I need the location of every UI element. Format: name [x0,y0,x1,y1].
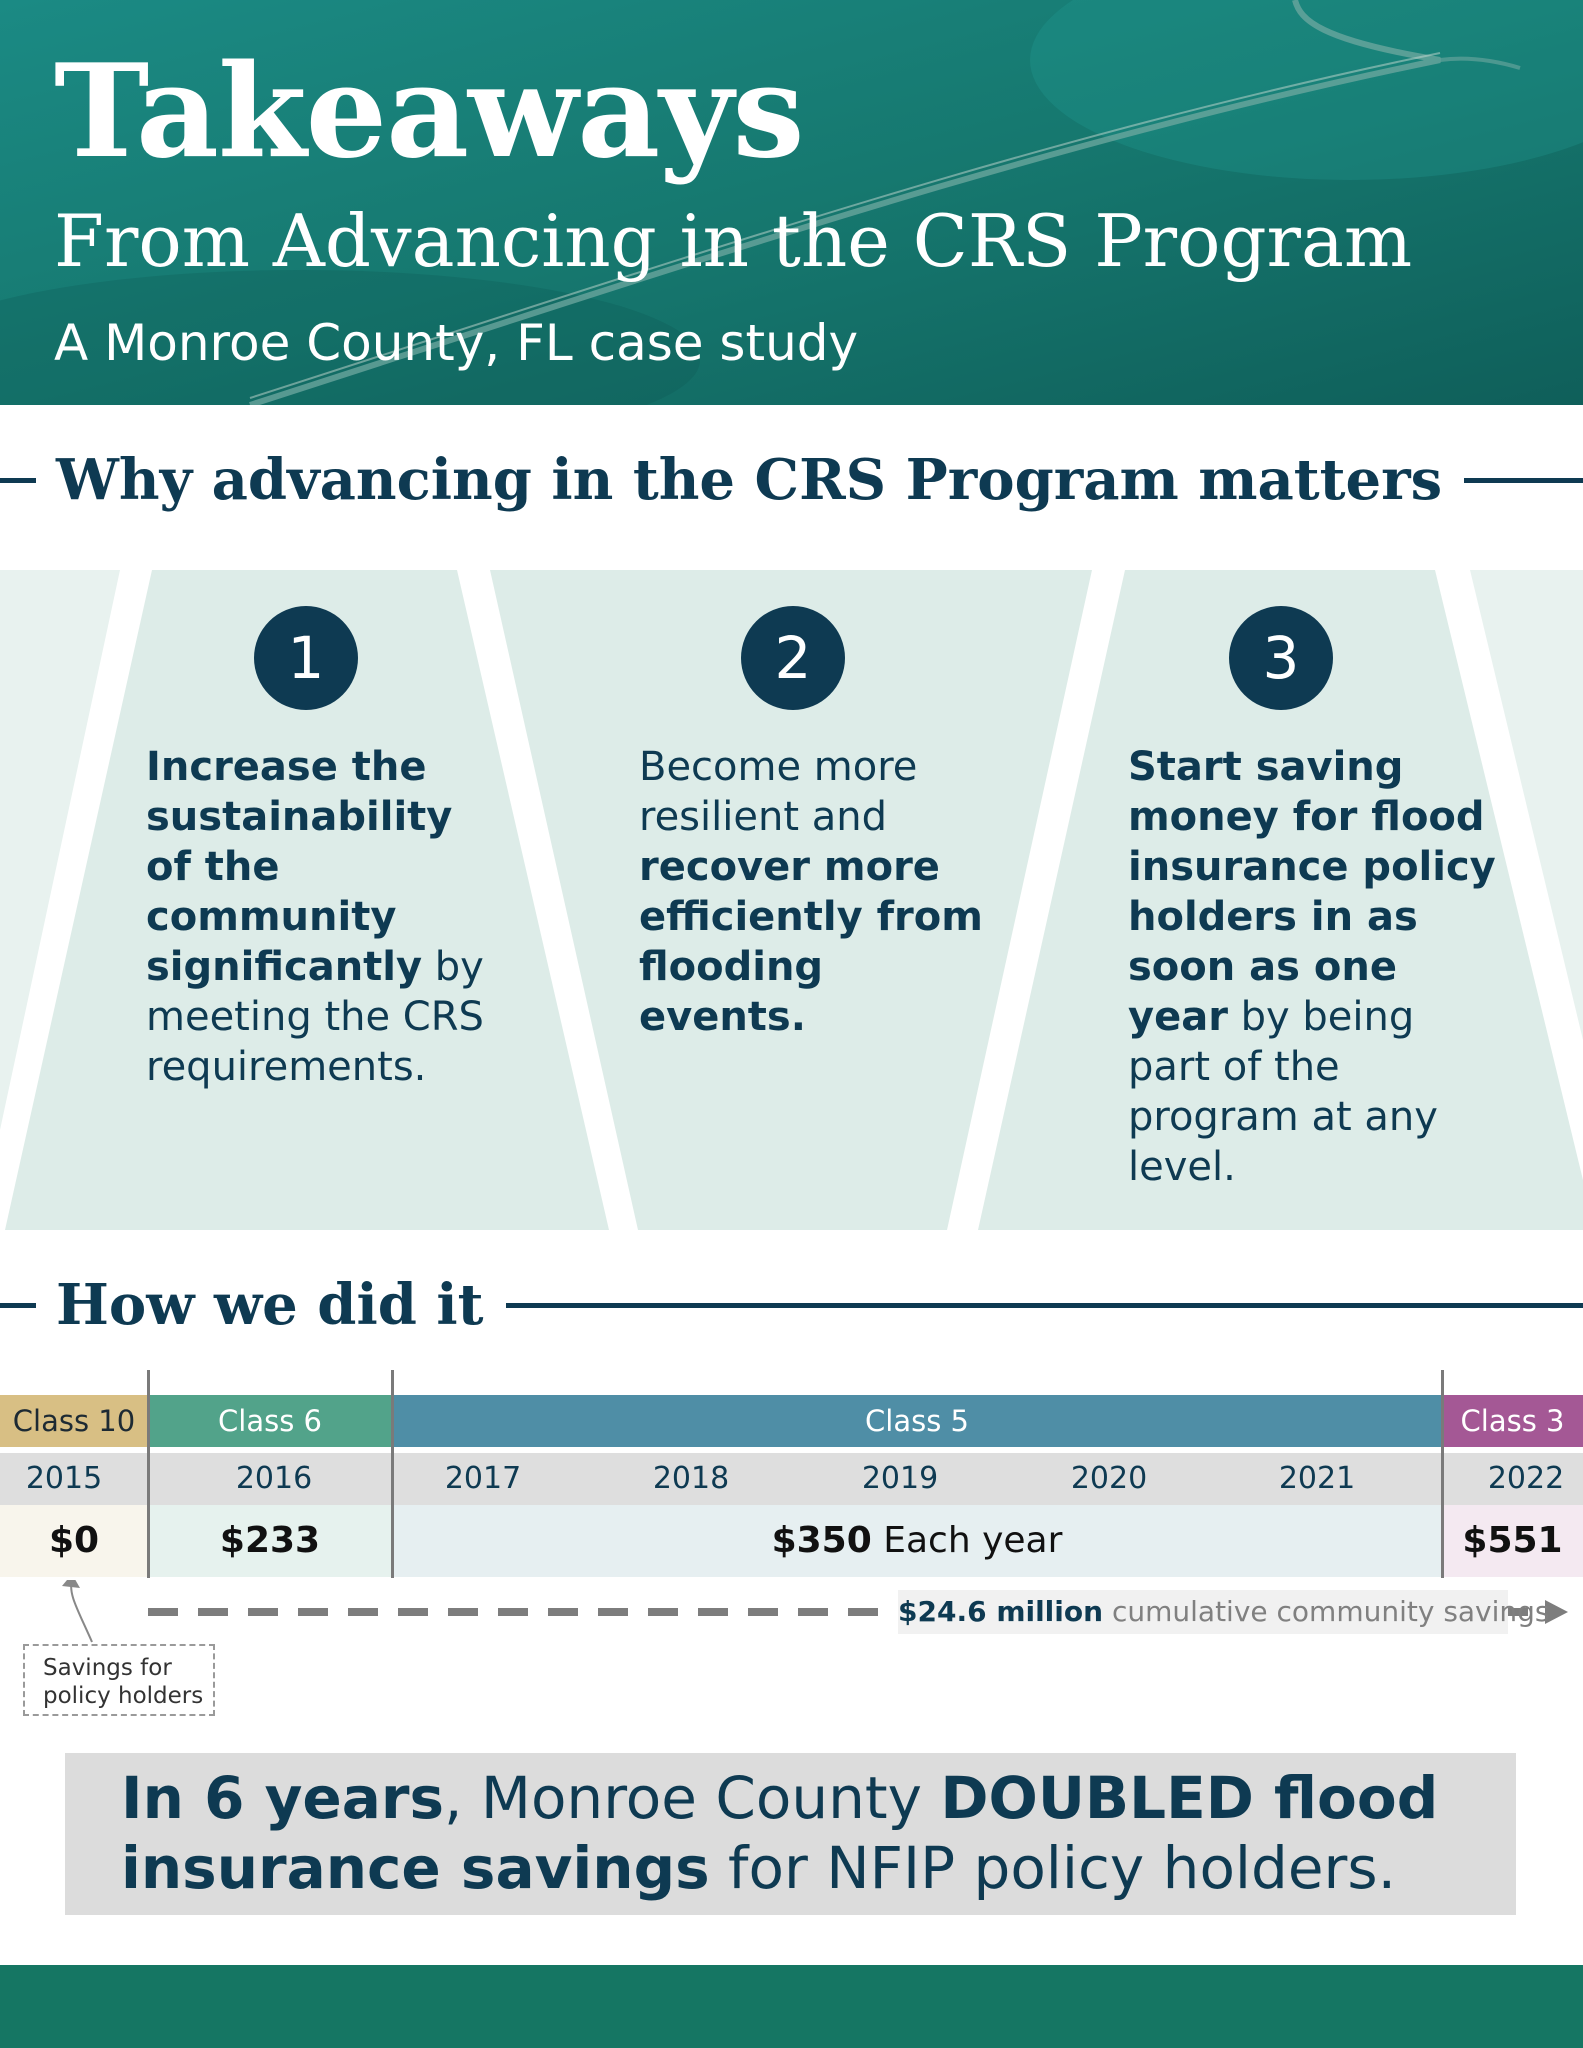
year-label: 2018 [652,1461,730,1496]
year-label: 2019 [861,1461,939,1496]
class-divider [391,1370,394,1578]
callout-part-4: for NFIP policy holders. [709,1834,1397,1902]
cumulative-amount: $24.6 million [898,1595,1104,1628]
year-row [0,1453,1583,1505]
panel-edge-left [0,570,120,1130]
panel-edge-right [1470,570,1583,1040]
note-line-1: Savings for [43,1655,172,1681]
arrow-head-icon [1545,1600,1568,1624]
class-5-bar: Class 5 [392,1395,1442,1447]
panel-2-bold-text: recover more efficiently from flooding e… [639,844,983,1040]
class-divider [1441,1370,1444,1578]
year-label: 2020 [1070,1461,1148,1496]
panel-3-regular-text: by being part of the program at any leve… [1128,994,1438,1190]
heading-rule [490,1303,1583,1308]
step-number-3: 3 [1229,606,1333,710]
panel-3-bold-text: Start saving money for flood insurance p… [1128,744,1496,1040]
year-label: 2022 [1487,1461,1565,1496]
heading-dash [0,1303,36,1308]
hero-banner: Takeaways From Advancing in the CRS Prog… [0,0,1583,405]
timeline: Class 10 Class 6 Class 5 Class 3 2015 20… [0,1370,1583,1720]
panel-1-text: Increase the sustainability of the commu… [146,742,496,1092]
page-caption: A Monroe County, FL case study [54,314,859,372]
savings-2016: $233 [219,1520,321,1561]
pointer-head-icon [62,1580,80,1588]
callout-part-1: In 6 years [121,1764,445,1832]
summary-callout: In 6 years, Monroe County DOUBLED flood … [65,1753,1516,1915]
callout-part-2: , Monroe County [444,1764,941,1832]
heading-rule [1355,478,1583,483]
class-divider [147,1370,150,1578]
page-subtitle: From Advancing in the CRS Program [54,199,1413,283]
panel-3 [978,570,1583,1230]
page-title: Takeaways [54,37,805,187]
section-heading-why: Why advancing in the CRS Program matters [0,445,1583,515]
class-6-bar: Class 6 [148,1395,392,1447]
savings-2017-2021-suffix: Each year [871,1520,1063,1561]
panel-3-text: Start saving money for flood insurance p… [1128,742,1498,1192]
savings-2017-2021-amount: $350 [771,1520,872,1561]
panel-1 [5,570,609,1230]
step-number-2: 2 [741,606,845,710]
year-label: 2015 [25,1461,103,1496]
panel-1-regular-text: by meeting the CRS requirements. [146,944,484,1090]
section-heading-how: How we did it [0,1270,1583,1340]
savings-2015: $0 [48,1520,100,1561]
callout-part-3: DOUBLED flood insurance savings [121,1764,1439,1902]
savings-2022: $551 [1462,1520,1563,1561]
class-10-bar: Class 10 [0,1395,148,1447]
note-pointer-arrow [70,1580,93,1643]
policy-holder-note: Savings for policy holders [23,1644,215,1716]
step-number-1: 1 [254,606,358,710]
value-cell-2022 [1442,1505,1583,1577]
value-cell-2015 [0,1505,148,1577]
year-label: 2017 [444,1461,522,1496]
savings-2017-2021: $350 Each year [392,1505,1442,1577]
footer-bar [0,1965,1583,2048]
panel-2-text: Become more resilient and recover more e… [639,742,989,1042]
note-line-2: policy holders [43,1683,204,1709]
value-cell-2016 [148,1505,392,1577]
cumulative-savings-label: $24.6 million cumulative community savin… [898,1590,1550,1634]
class-3-bar: Class 3 [1442,1395,1583,1447]
section-title: Why advancing in the CRS Program matters [56,445,1465,515]
panel-2 [490,570,1092,1230]
panel-shapes [0,570,1583,1230]
section-title: How we did it [56,1270,506,1340]
heading-dash [0,478,36,483]
panel-2-regular-text: Become more resilient and [639,744,918,840]
cumulative-text: cumulative community savings [1103,1595,1550,1628]
year-label: 2021 [1278,1461,1356,1496]
value-cell-2017-2021 [392,1505,1442,1577]
bridge-background-image [0,0,1583,405]
year-label: 2016 [235,1461,313,1496]
why-panels: 1 2 3 Increase the sustainability of the… [0,570,1583,1230]
panel-1-bold-text: Increase the sustainability of the commu… [146,744,453,990]
